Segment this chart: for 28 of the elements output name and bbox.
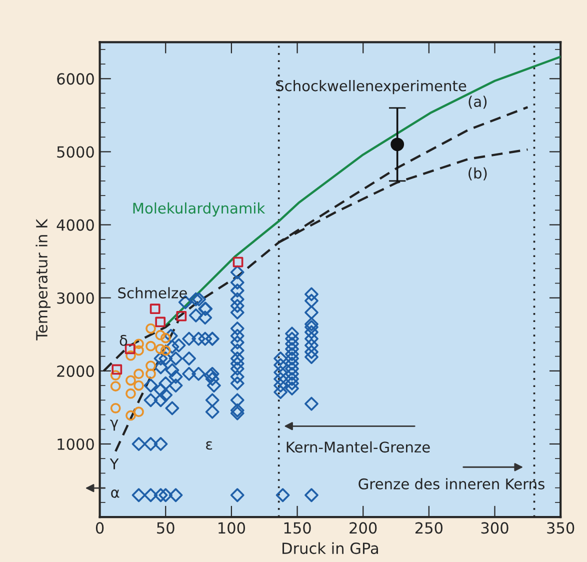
- annotation: (b): [468, 167, 487, 180]
- x-tick-label: 150: [284, 522, 311, 534]
- x-tick-label: 200: [350, 522, 377, 534]
- y-tick-label: 4000: [56, 219, 94, 231]
- annotation: Schmelze: [118, 287, 187, 298]
- annotation: α: [111, 490, 120, 498]
- y-tick-label: 6000: [57, 73, 94, 85]
- y-axis-title: Temperatur in K: [36, 218, 50, 340]
- annotation: ε: [206, 441, 212, 450]
- annotation: Molekulardynamik: [133, 202, 266, 217]
- annotation: Schockwellenexperimente: [276, 80, 466, 94]
- y-tick-label: 3000: [57, 292, 94, 304]
- x-tick-label: 0: [96, 522, 104, 534]
- annotation: δ: [120, 334, 128, 346]
- x-tick-label: 350: [547, 522, 574, 534]
- x-tick-label: 100: [218, 522, 246, 534]
- annotation: Y: [110, 458, 119, 470]
- y-tick-label: 5000: [57, 146, 94, 158]
- x-tick-label: 50: [157, 522, 174, 534]
- x-tick-label: 250: [415, 522, 442, 534]
- annotation: Grenze des inneren Kerns: [358, 478, 544, 490]
- y-tick-label: 2000: [57, 365, 94, 377]
- annotation: Kern-Mantel-Grenze: [286, 441, 430, 453]
- annotation: (a): [468, 96, 487, 109]
- x-axis-title: Druck in GPa: [282, 542, 378, 554]
- x-tick-label: 300: [481, 522, 508, 534]
- y-tick-label: 1000: [58, 438, 94, 450]
- annotation: γ: [110, 420, 118, 431]
